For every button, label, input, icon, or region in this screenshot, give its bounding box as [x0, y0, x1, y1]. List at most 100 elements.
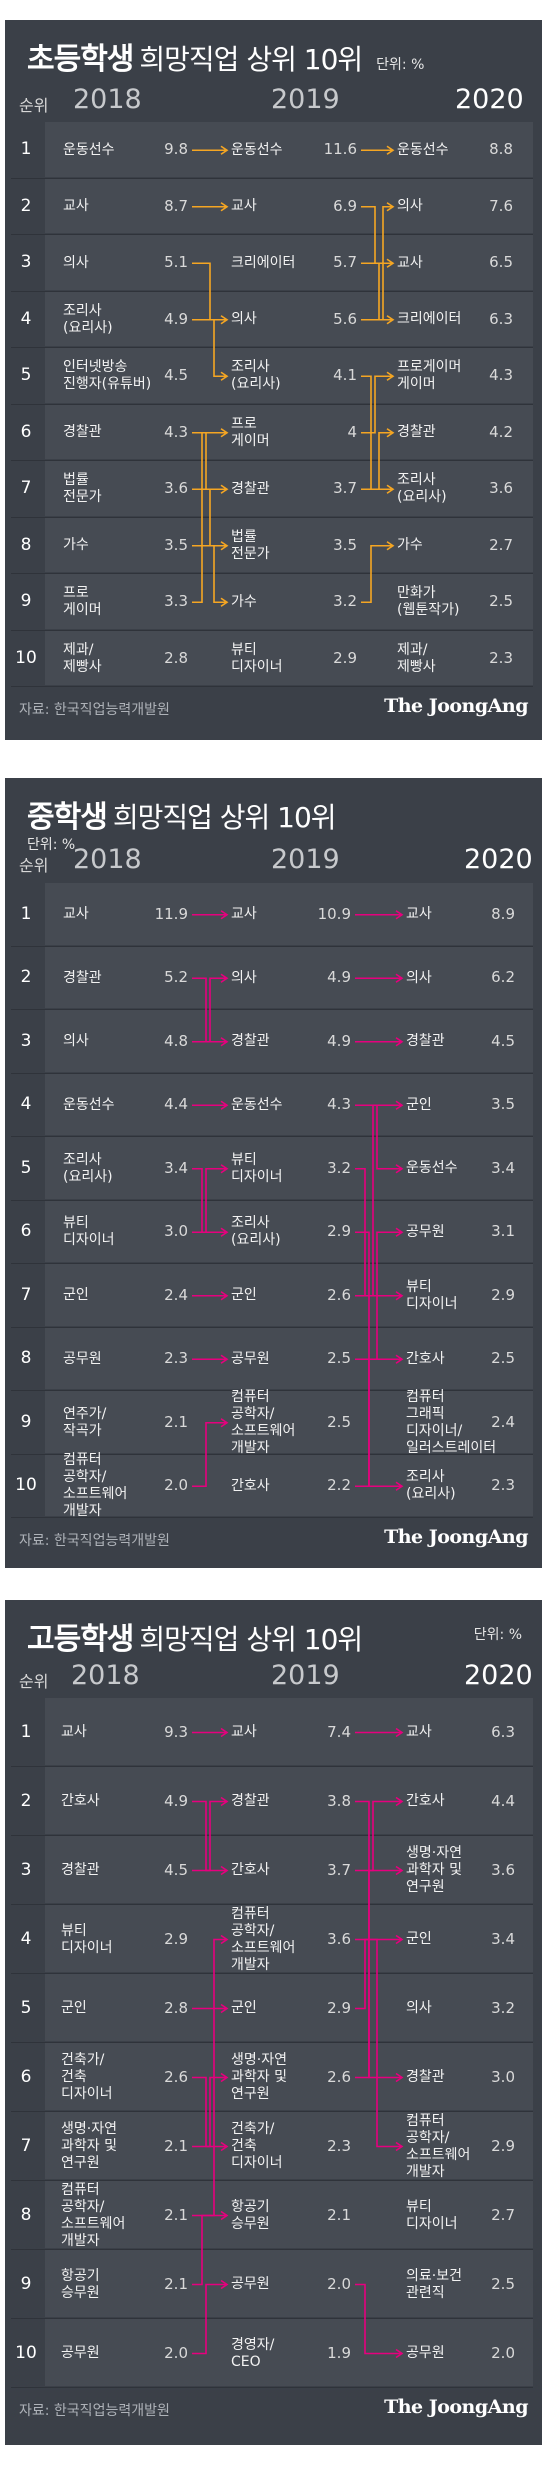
job-percent: 3.1 [491, 1222, 515, 1241]
job-name: 운동선수 [406, 1160, 458, 1177]
arrow-head-icon [220, 597, 229, 607]
job-name: 경찰관 [397, 424, 436, 441]
arrow-head-icon [386, 428, 395, 438]
y2018-y2019-connector [192, 2076, 227, 2148]
arrow-head-icon [220, 202, 229, 212]
row-divider [11, 347, 533, 348]
y2019-y2020-connector [361, 262, 393, 321]
rank-number: 2 [20, 967, 32, 988]
job-percent: 3.2 [327, 1158, 351, 1177]
job-percent: 2.9 [164, 1929, 188, 1948]
job-percent: 4.9 [164, 309, 188, 328]
job-name: 운동선수 [63, 1096, 115, 1113]
job-name: 공무원 [406, 2345, 445, 2361]
rank-number: 6 [20, 1221, 32, 1242]
arrow-head-icon [220, 428, 229, 438]
source-note: 자료: 한국직업능력개발원 [19, 1533, 170, 1549]
job-name: 경찰관 [406, 1033, 445, 1050]
rank-number: 10 [15, 647, 37, 668]
job-name: 뷰티 디자이너 [231, 641, 283, 675]
y2018-y2019-connector [192, 2076, 227, 2148]
job-percent: 5.6 [333, 309, 357, 328]
y2018-y2019-connector [192, 431, 227, 491]
rank-number: 9 [20, 2273, 32, 2294]
row-divider [11, 516, 533, 518]
job-percent: 4.8 [164, 1031, 188, 1050]
job-percent: 3.5 [164, 535, 188, 554]
job-name: 항공기 승무원 [61, 2267, 100, 2301]
rank-number: 6 [20, 2066, 32, 2087]
arrow-head-icon [395, 2348, 404, 2359]
rank-header: 순위 [19, 1672, 49, 1691]
job-name: 생명·자연 과학자 및 연구원 [231, 2052, 287, 2102]
job-percent: 5.2 [164, 968, 188, 987]
rank-header: 순위 [19, 96, 49, 115]
job-percent: 2.9 [333, 648, 357, 667]
row-divider [11, 290, 533, 292]
job-percent: 9.8 [164, 140, 188, 159]
rank-number: 10 [15, 1475, 37, 1496]
year-header-2018: 2018 [73, 84, 142, 115]
rank-number: 9 [20, 591, 32, 612]
job-name: 인터넷방송 진행자(유튜버) [63, 359, 152, 393]
job-percent: 3.4 [491, 1158, 515, 1177]
y2019-y2020-connector [355, 1938, 402, 2010]
title-level: 중학생 [27, 800, 108, 835]
job-name: 의사 [231, 969, 257, 986]
rank-change-connectors [192, 910, 404, 1491]
table-row [45, 404, 533, 459]
arrow-head-icon [395, 1100, 404, 1110]
row-divider [11, 1072, 533, 1074]
rank-number: 6 [20, 421, 32, 442]
year-header-2019: 2019 [271, 844, 340, 875]
job-percent: 6.2 [491, 968, 515, 987]
year-header-2020: 2020 [464, 1660, 533, 1691]
panel-title: 고등학생 희망직업 상위 10위 단위: % [27, 1614, 528, 1657]
job-name: 의사 [63, 1033, 89, 1050]
arrow-head-icon [395, 1354, 404, 1364]
job-percent: 6.5 [489, 253, 513, 272]
job-name: 운동선수 [63, 141, 115, 158]
job-percent: 6.3 [489, 309, 513, 328]
row-divider [11, 1453, 533, 1455]
rank-number: 1 [20, 903, 32, 924]
job-percent: 2.3 [491, 1476, 515, 1495]
y2019-y2020-connector [361, 205, 393, 321]
arrow-head-icon [395, 910, 404, 920]
job-percent: 2.5 [327, 1412, 351, 1431]
y2018-y2019-connector [192, 977, 227, 1043]
arrow-head-icon [220, 1227, 229, 1237]
title-level: 고등학생 [27, 1622, 134, 1657]
rank-change-connectors [192, 1727, 404, 2359]
job-name: 간호사 [406, 1793, 445, 1809]
job-name: 의사 [406, 969, 432, 986]
job-name: 가수 [63, 537, 89, 554]
job-percent: 2.5 [489, 592, 513, 611]
job-percent: 11.9 [154, 904, 188, 923]
job-percent: 2.0 [327, 2274, 351, 2293]
job-percent: 2.0 [491, 2343, 515, 2362]
row-divider [11, 2318, 533, 2319]
y2019-y2020-connector [361, 205, 393, 265]
table-row [45, 348, 533, 403]
rank-number: 8 [20, 1348, 32, 1369]
y2019-y2020-connector [355, 2283, 402, 2355]
rank-number: 7 [20, 1284, 32, 1305]
job-name: 교사 [63, 906, 89, 923]
rank-number: 7 [20, 478, 32, 499]
y2018-y2019-connector [192, 1421, 227, 1488]
arrow-head-icon [395, 1291, 404, 1301]
arrow-head-icon [386, 202, 395, 212]
job-name: 의사 [231, 311, 257, 328]
row-divider [11, 1009, 533, 1010]
y2018-y2019-connector [192, 2214, 227, 2286]
year-header-2020: 2020 [464, 844, 533, 875]
job-name: 공무원 [231, 2276, 270, 2292]
table-row [45, 1767, 533, 1834]
table-row [45, 946, 533, 1008]
job-name: 경찰관 [61, 1862, 100, 1878]
arrow-head-icon [386, 371, 395, 381]
job-percent: 5.1 [164, 253, 188, 272]
rank-number: 7 [20, 2135, 32, 2156]
job-percent: 3.2 [333, 592, 357, 611]
